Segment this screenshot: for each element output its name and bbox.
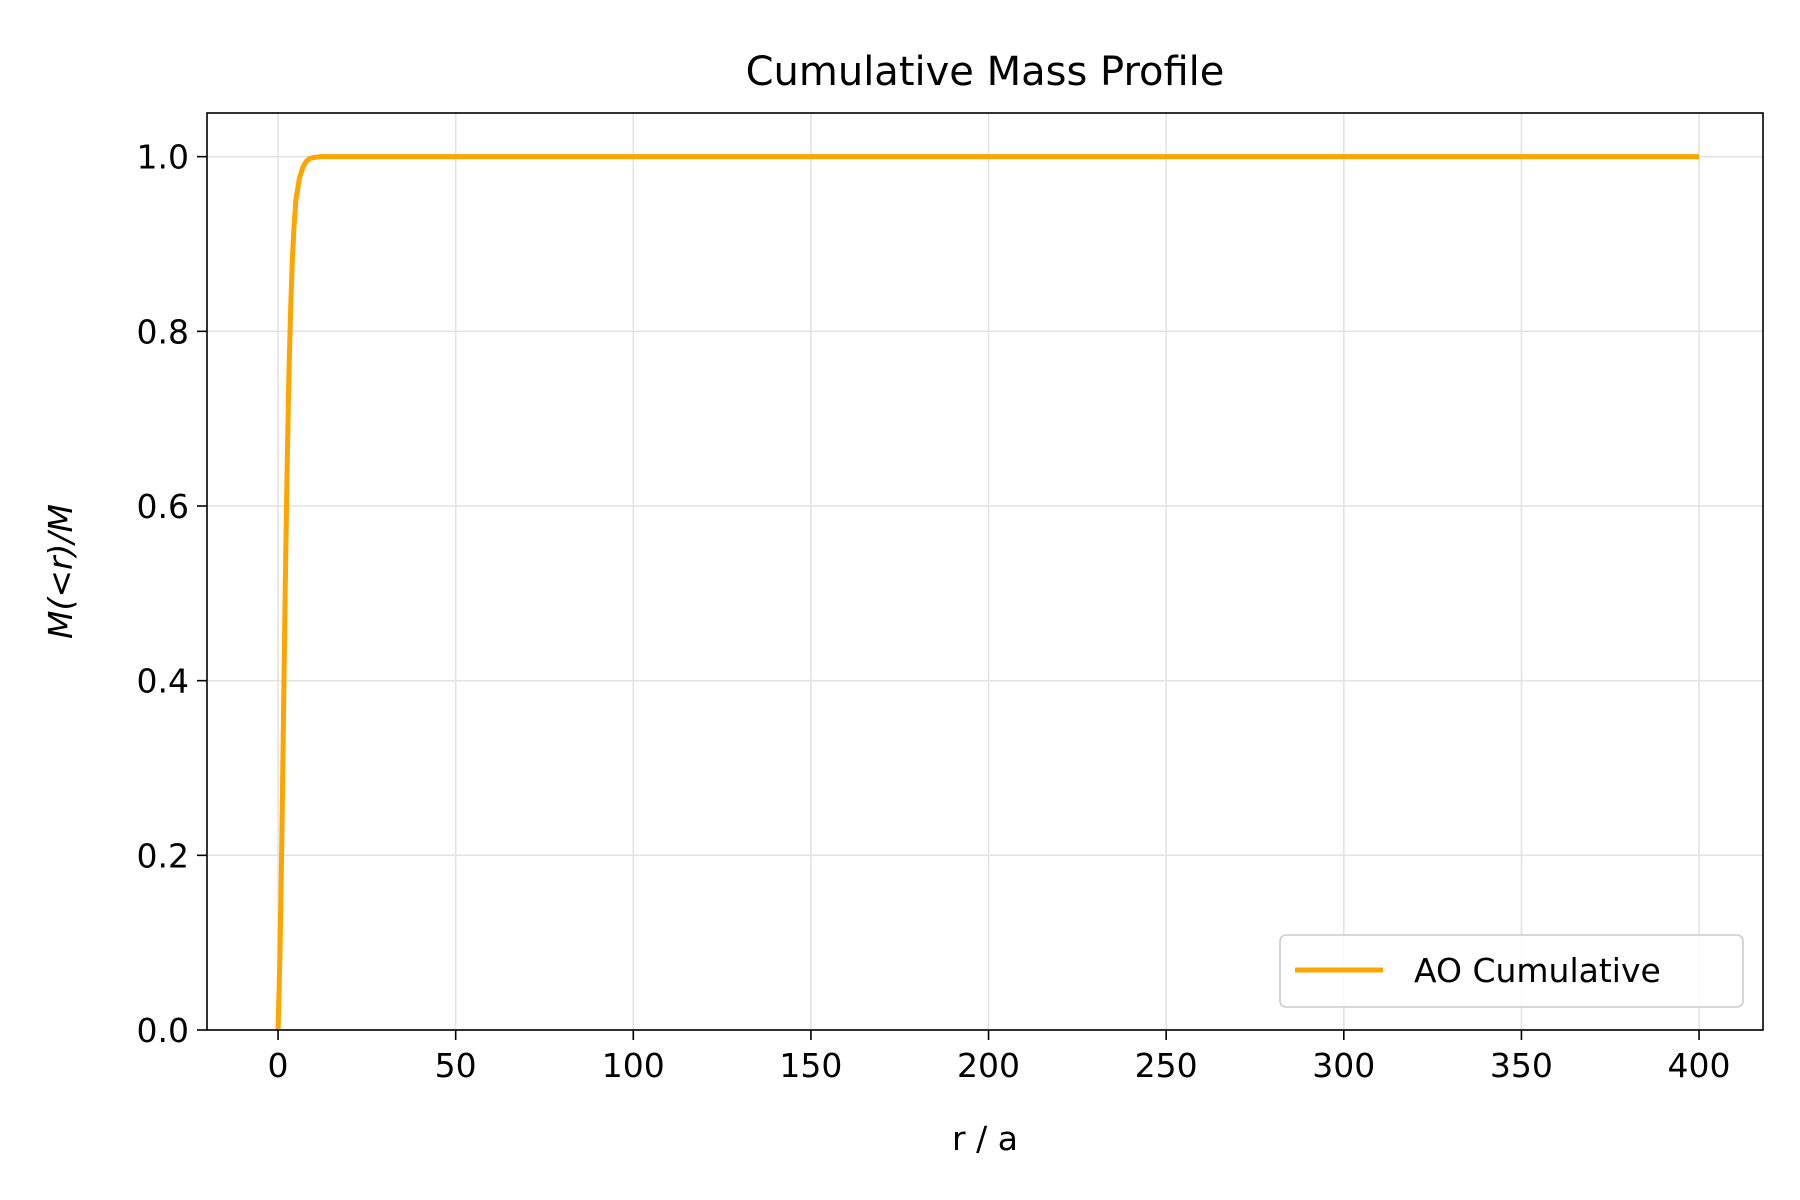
y-tick-label: 0.6 (137, 487, 189, 526)
y-axis-ticks: 0.0 0.2 0.4 0.6 0.8 1.0 (137, 138, 207, 1050)
x-tick-label: 200 (957, 1046, 1020, 1085)
y-tick-label: 1.0 (137, 138, 189, 177)
y-tick-label: 0.2 (137, 836, 189, 875)
plot-frame (206, 112, 1764, 1031)
y-tick-label: 0.8 (137, 312, 189, 351)
legend-label-ao-cumulative: AO Cumulative (1414, 951, 1661, 990)
x-tick-label: 250 (1135, 1046, 1198, 1085)
x-tick-label: 150 (779, 1046, 842, 1085)
series-layer (275, 154, 1700, 1031)
y-axis-title: M(<r)/M (41, 504, 80, 639)
chart-title: Cumulative Mass Profile (746, 49, 1225, 95)
y-tick-label: 0.4 (137, 662, 189, 701)
x-axis-ticks: 0 50 100 150 200 250 300 350 400 (268, 1030, 1731, 1085)
x-tick-label: 50 (435, 1046, 477, 1085)
x-tick-label: 0 (268, 1046, 289, 1085)
y-tick-label: 0.0 (137, 1011, 189, 1050)
x-axis-title: r / a (952, 1119, 1018, 1158)
x-tick-label: 100 (602, 1046, 665, 1085)
x-tick-label: 400 (1668, 1046, 1731, 1085)
x-tick-label: 300 (1312, 1046, 1375, 1085)
legend-box (1279, 934, 1744, 1008)
legend: AO Cumulative (1279, 934, 1744, 1008)
x-tick-label: 350 (1490, 1046, 1553, 1085)
series-line-ao-cumulative (275, 154, 1700, 1031)
